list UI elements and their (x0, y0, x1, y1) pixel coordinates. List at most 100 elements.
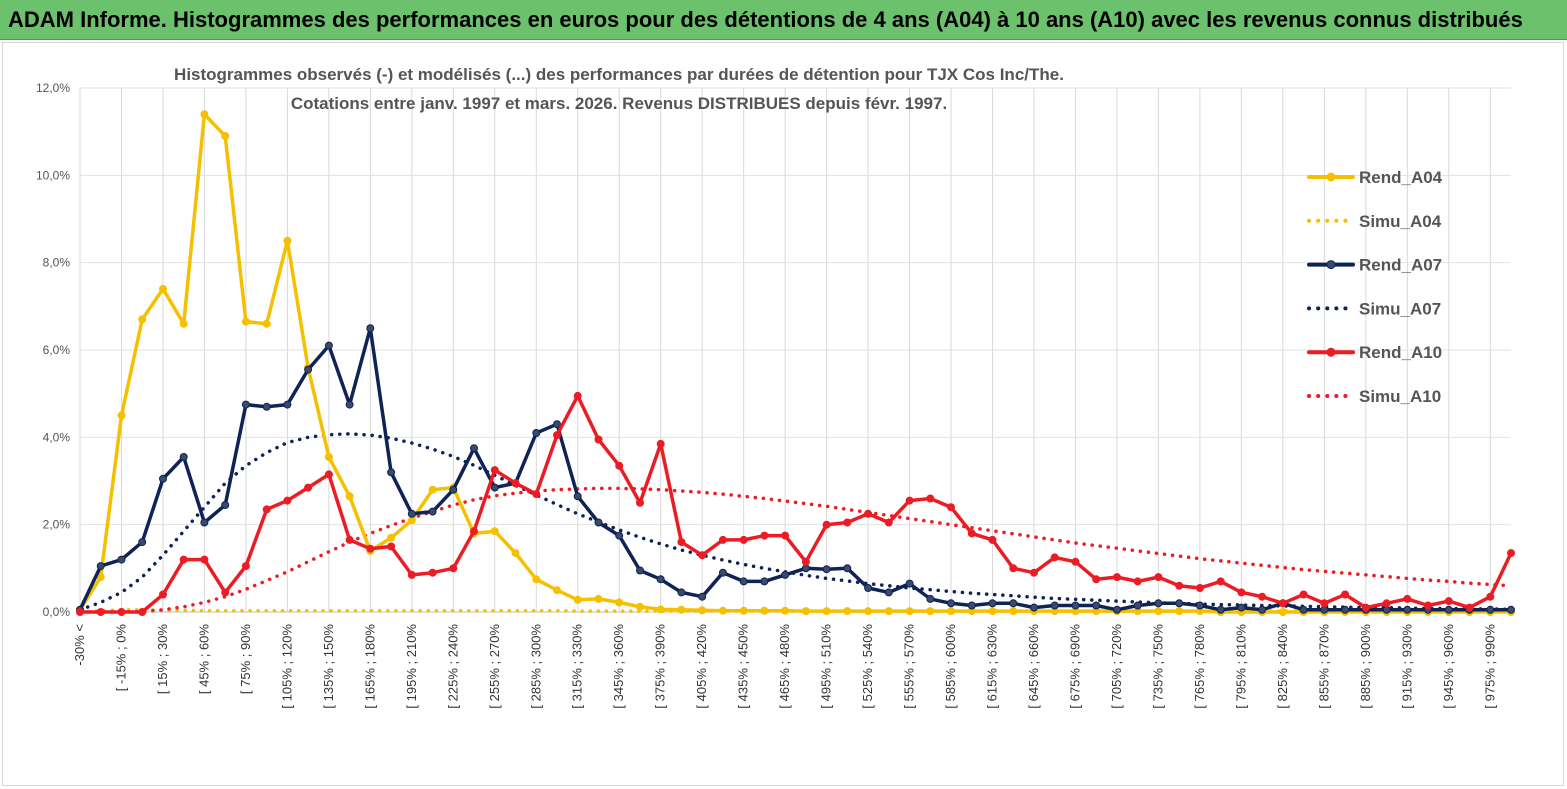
data-point-rend-a04 (138, 315, 147, 324)
data-point-rend-a04 (864, 607, 873, 616)
data-point-rend-a10 (905, 496, 914, 505)
data-point-rend-a04 (636, 602, 644, 611)
data-point-rend-a07 (843, 564, 852, 573)
data-point-rend-a10 (594, 435, 603, 444)
legend-marker-rend-a07 (1326, 260, 1336, 270)
data-point-rend-a10 (864, 509, 873, 518)
data-point-rend-a07 (594, 518, 603, 527)
data-point-rend-a07 (304, 365, 313, 374)
data-point-rend-a10 (1195, 584, 1204, 592)
data-point-rend-a10 (470, 527, 478, 536)
data-point-rend-a07 (1030, 603, 1038, 612)
series-line-simu-a07 (78, 432, 1513, 612)
data-point-rend-a10 (843, 518, 852, 527)
data-point-rend-a07 (138, 538, 147, 547)
data-point-rend-a04 (822, 607, 831, 616)
data-point-rend-a07 (988, 599, 997, 608)
data-point-rend-a07 (677, 588, 686, 597)
series-simu-a10 (78, 486, 1513, 614)
data-point-rend-a07 (366, 324, 375, 333)
data-point-rend-a07 (1195, 601, 1204, 610)
legend-label-simu-a10: Simu_A10 (1359, 387, 1441, 406)
x-tick-label: [ 705% ; 720% (1109, 624, 1124, 709)
x-tick-label: [ 405% ; 420% (694, 624, 709, 709)
data-point-rend-a04 (345, 492, 354, 501)
data-point-rend-a04 (926, 607, 935, 616)
y-tick-label: 4,0% (43, 430, 71, 444)
x-tick-label: [ 375% ; 390% (653, 624, 668, 709)
data-point-rend-a04 (262, 319, 271, 328)
x-tick-label: [ 225% ; 240% (445, 624, 460, 709)
x-tick-label: [ 165% ; 180% (362, 624, 377, 709)
series-lines (76, 110, 1515, 616)
gridlines (79, 87, 1511, 613)
x-tick-label: [ 585% ; 600% (943, 624, 958, 709)
chart-frame: Histogrammes observés (-) et modélisés (… (2, 42, 1564, 786)
x-tick-label: [ 945% ; 960% (1441, 624, 1456, 709)
data-point-rend-a07 (864, 584, 873, 592)
data-point-rend-a07 (345, 400, 354, 409)
data-point-rend-a07 (283, 400, 292, 409)
x-tick-label: [ 285% ; 300% (528, 624, 543, 709)
data-point-rend-a07 (324, 341, 333, 350)
data-point-rend-a10 (117, 608, 126, 616)
data-point-rend-a10 (822, 520, 831, 529)
data-point-rend-a04 (905, 607, 914, 616)
data-point-rend-a10 (1258, 592, 1267, 601)
x-tick-label: [ 465% ; 480% (777, 624, 792, 709)
data-point-rend-a04 (553, 586, 561, 595)
data-point-rend-a10 (1030, 568, 1038, 577)
data-point-rend-a04 (1009, 607, 1018, 616)
series-line-simu-a10 (78, 486, 1513, 614)
data-point-rend-a07 (221, 501, 230, 509)
data-point-rend-a10 (1237, 588, 1246, 597)
data-point-rend-a04 (387, 533, 396, 542)
data-point-rend-a10 (1050, 553, 1059, 562)
data-point-rend-a10 (1320, 599, 1329, 608)
data-point-rend-a10 (1299, 590, 1308, 599)
data-point-rend-a07 (615, 531, 624, 540)
data-point-rend-a07 (553, 420, 561, 429)
data-point-rend-a10 (1113, 573, 1121, 582)
chart-title-line-1: Histogrammes observés (-) et modélisés (… (174, 65, 1064, 84)
data-point-rend-a10 (1133, 577, 1142, 586)
data-point-rend-a04 (677, 605, 686, 614)
data-point-rend-a07 (449, 485, 458, 494)
data-point-rend-a07 (1133, 601, 1142, 610)
data-point-rend-a07 (801, 564, 810, 573)
data-point-rend-a10 (1071, 557, 1080, 566)
x-tick-label: [ 975% ; 990% (1482, 624, 1497, 709)
data-point-rend-a10 (138, 608, 147, 616)
legend-label-simu-a04: Simu_A04 (1359, 212, 1442, 231)
x-tick-label: [ 255% ; 270% (487, 624, 502, 709)
x-tick-label: [ -15% ; 0% (113, 624, 128, 692)
data-point-rend-a10 (1175, 581, 1184, 590)
data-point-rend-a10 (1154, 573, 1163, 582)
data-point-rend-a10 (324, 470, 333, 479)
data-point-rend-a07 (96, 562, 105, 571)
data-point-rend-a10 (1507, 549, 1515, 558)
data-point-rend-a10 (387, 542, 396, 551)
data-point-rend-a07 (1092, 601, 1101, 610)
data-point-rend-a07 (200, 518, 209, 527)
x-tick-label: [ 735% ; 750% (1150, 624, 1165, 709)
x-tick-label: [ 495% ; 510% (819, 624, 834, 709)
data-point-rend-a07 (573, 492, 582, 501)
data-point-rend-a04 (428, 485, 437, 494)
data-point-rend-a04 (698, 606, 707, 615)
data-point-rend-a10 (179, 555, 188, 564)
data-point-rend-a10 (1278, 599, 1287, 608)
data-point-rend-a07 (926, 594, 935, 603)
series-rend-a04 (76, 110, 1515, 616)
data-point-rend-a10 (988, 535, 997, 544)
data-point-rend-a07 (760, 577, 769, 586)
data-point-rend-a07 (822, 565, 831, 574)
x-tick-label: [ 855% ; 870% (1316, 624, 1331, 709)
data-point-rend-a10 (926, 494, 935, 503)
data-point-rend-a04 (117, 411, 126, 420)
x-tick-label: [ 765% ; 780% (1192, 624, 1207, 709)
data-point-rend-a10 (428, 568, 437, 577)
data-point-rend-a07 (718, 568, 727, 577)
data-point-rend-a10 (781, 531, 790, 540)
x-tick-label: [ 45% ; 60% (196, 624, 211, 695)
